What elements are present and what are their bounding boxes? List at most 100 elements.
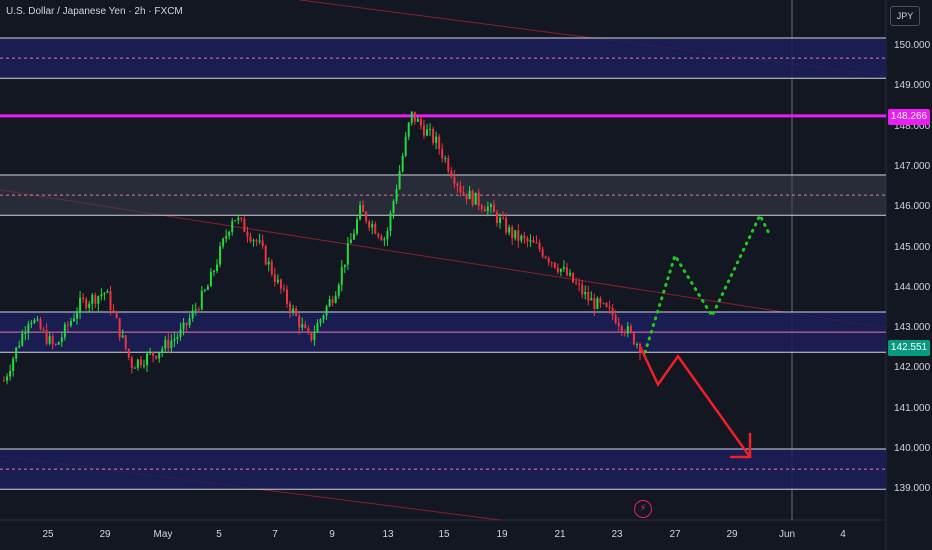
candle-body: [432, 128, 435, 143]
candle-body: [368, 221, 371, 228]
candle-body: [602, 303, 605, 305]
candle-body: [575, 282, 578, 284]
flash-icon[interactable]: ⚡: [634, 500, 652, 518]
candle-body: [532, 240, 535, 243]
candle-body: [337, 284, 340, 296]
candle-body: [340, 267, 343, 285]
candle-body: [495, 212, 498, 224]
candle-body: [225, 235, 228, 239]
candle-body: [9, 371, 12, 377]
candle-body: [362, 205, 365, 212]
candle-body: [21, 333, 24, 346]
candle-body: [453, 176, 456, 184]
candle-body: [82, 297, 85, 300]
candle-body: [258, 240, 261, 242]
candle-body: [529, 240, 532, 242]
candle-body: [517, 230, 520, 241]
price-tick-label: 146.000: [894, 201, 931, 213]
candle-body: [355, 219, 358, 234]
price-tick-label: 150.000: [894, 40, 931, 51]
candle-body: [410, 111, 413, 123]
candle-body: [112, 310, 115, 312]
candle-body: [127, 348, 130, 358]
candle-body: [596, 298, 599, 309]
candle-body: [611, 307, 614, 316]
candle-body: [523, 235, 526, 239]
candle-body: [79, 297, 82, 313]
candle-body: [456, 183, 459, 187]
price-tick-label: 139.000: [894, 483, 931, 495]
candle-body: [635, 344, 638, 346]
candle-body: [152, 352, 155, 356]
candle-body: [565, 267, 568, 276]
candle-body: [255, 240, 258, 242]
candle-body: [632, 331, 635, 345]
candle-body: [562, 267, 565, 269]
candle-body: [620, 326, 623, 332]
candle-body: [398, 171, 401, 190]
candle-body: [182, 322, 185, 330]
price-tick-label: 145.000: [894, 241, 931, 253]
candle-body: [313, 332, 316, 340]
candle-body: [468, 190, 471, 200]
candle-body: [486, 206, 489, 212]
candle-body: [264, 245, 267, 265]
candle-body: [407, 122, 410, 137]
candle-body: [267, 261, 270, 265]
currency-button[interactable]: JPY: [890, 6, 920, 26]
candle-body: [578, 283, 581, 285]
candle-body: [234, 220, 237, 222]
candle-body: [444, 158, 447, 160]
candle-body: [511, 227, 514, 239]
candle-body: [76, 312, 79, 319]
candle-body: [514, 230, 517, 239]
candle-body: [459, 186, 462, 192]
candle-body: [42, 329, 45, 331]
candle-body: [33, 319, 36, 323]
candle-body: [386, 231, 389, 240]
candle-body: [136, 359, 139, 368]
candle-body: [425, 129, 428, 136]
price-tick-label: 148.000: [894, 120, 931, 132]
candle-body: [489, 204, 492, 207]
candle-body: [3, 380, 5, 382]
candle-body: [599, 298, 602, 304]
candle-body: [72, 318, 75, 321]
candle-body: [553, 262, 556, 268]
candle-body: [359, 205, 362, 220]
candle-body: [307, 328, 310, 334]
symbol-title: U.S. Dollar / Japanese Yen · 2h · FXCM: [6, 6, 183, 17]
candle-body: [508, 227, 511, 233]
candle-body: [167, 339, 170, 349]
candle-body: [66, 324, 69, 326]
candle-body: [185, 322, 188, 326]
candle-body: [88, 303, 91, 308]
candle-body: [450, 170, 453, 177]
candle-body: [477, 192, 480, 206]
price-tick-label: 140.000: [894, 443, 931, 454]
candle-body: [60, 337, 63, 343]
candle-body: [331, 299, 334, 303]
candle-body: [121, 335, 124, 338]
candle-body: [30, 322, 33, 325]
time-tick-label: 23: [611, 529, 623, 540]
candle-body: [164, 339, 167, 349]
candle-body: [203, 289, 206, 291]
candle-body: [401, 155, 404, 172]
time-tick-label: 25: [42, 529, 54, 540]
candle-body: [383, 239, 386, 241]
candle-body: [139, 359, 142, 366]
candle-body: [392, 201, 395, 214]
candle-body: [556, 267, 559, 272]
candle-body: [69, 320, 72, 326]
candle-body: [289, 303, 292, 312]
candle-body: [298, 315, 301, 328]
time-tick-label: 7: [272, 529, 278, 540]
candle-body: [6, 376, 9, 381]
candle-body: [435, 136, 438, 143]
candle-body: [94, 294, 97, 304]
candle-body: [24, 332, 27, 334]
candle-body: [438, 136, 441, 150]
candle-body: [191, 310, 194, 319]
